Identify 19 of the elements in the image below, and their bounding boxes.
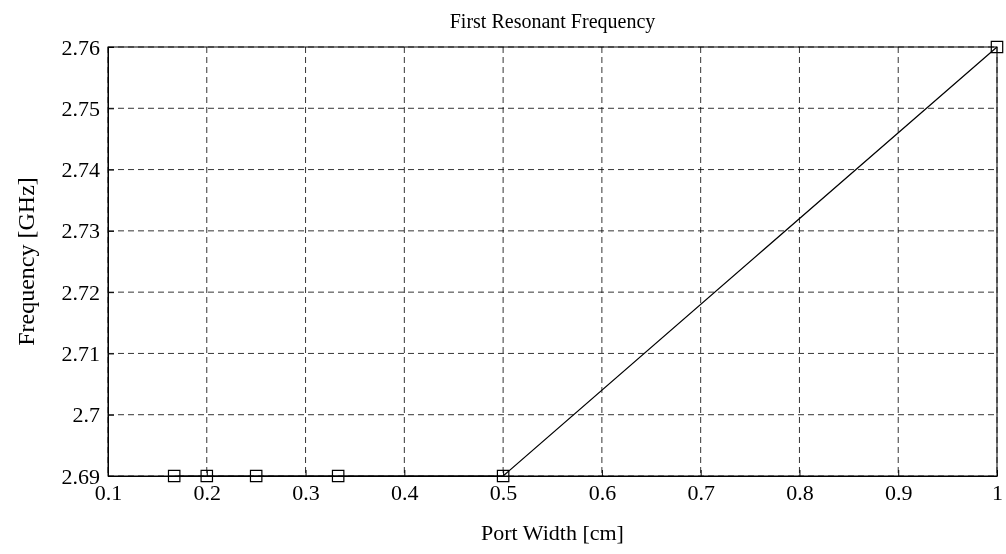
x-tick-label: 0.8 — [786, 479, 814, 505]
x-tick-label: 1 — [992, 479, 1003, 505]
y-tick-label: 2.73 — [61, 218, 100, 244]
y-tick-label: 2.7 — [72, 402, 100, 428]
y-tick-label: 2.74 — [61, 157, 100, 183]
y-axis-title: Frequency [GHz] — [13, 177, 39, 346]
x-tick-label: 0.3 — [292, 479, 320, 505]
y-tick-label: 2.72 — [61, 279, 100, 305]
x-tick-label: 0.9 — [884, 479, 913, 505]
x-tick-label: 0.2 — [193, 479, 222, 505]
x-tick-label: 0.4 — [391, 479, 419, 505]
chart-title: First Resonant Frequency — [449, 10, 656, 33]
x-axis-title: Port Width [cm] — [481, 520, 624, 545]
y-tick-label: 2.71 — [61, 340, 100, 366]
x-tick-label: 0.5 — [489, 479, 518, 505]
x-tick-label: 0.6 — [588, 479, 617, 505]
y-tick-label: 2.75 — [61, 95, 100, 121]
x-tick-label: 0.7 — [687, 479, 715, 505]
y-tick-label: 2.76 — [61, 34, 100, 60]
